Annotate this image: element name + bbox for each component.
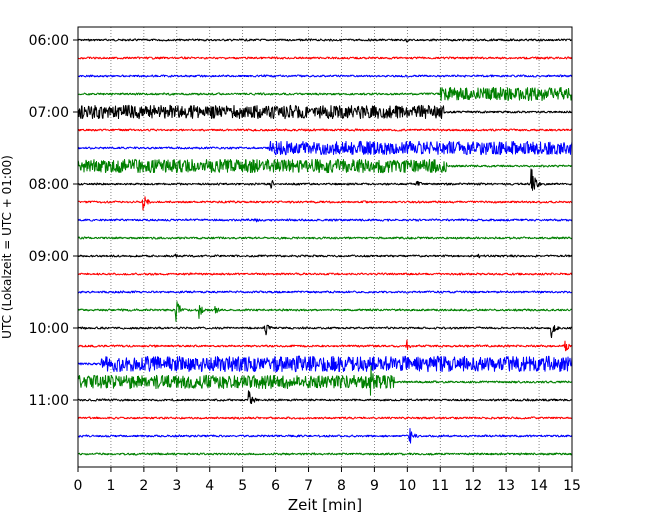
trace-1100: [77, 390, 573, 404]
trace-1000: [77, 324, 573, 338]
y-tick-label: 11:00: [29, 393, 69, 409]
trace-0900: [77, 253, 573, 259]
x-tick-label: 6: [271, 478, 280, 494]
y-tick-label: 09:00: [29, 249, 69, 265]
vertical-gridlines: [110, 27, 540, 467]
trace-1045: [77, 365, 573, 396]
plot-frame: [77, 26, 573, 468]
x-tick-label: 9: [370, 478, 379, 494]
trace-0745: [77, 158, 573, 174]
x-tick-label: 8: [337, 478, 346, 494]
x-tick-label: 14: [530, 478, 548, 494]
trace-1030: [77, 355, 573, 373]
trace-0830: [77, 218, 573, 223]
x-tick-label: 2: [139, 478, 148, 494]
x-tick-label: 3: [172, 478, 181, 494]
x-tick-label: 1: [106, 478, 115, 494]
trace-0600: [77, 38, 573, 43]
x-axis-ticks: 0 1 2 3 4 5 6 7 8 9 10 11 12 13 14 15: [74, 467, 581, 494]
trace-0845: [77, 236, 573, 240]
trace-0715: [77, 128, 573, 132]
trace-0730: [77, 140, 573, 156]
trace-0615: [77, 56, 573, 60]
y-tick-label: 10:00: [29, 321, 69, 337]
trace-0700: [77, 104, 573, 120]
x-tick-label: 4: [205, 478, 214, 494]
x-axis-label: Zeit [min]: [288, 496, 362, 514]
x-tick-label: 15: [563, 478, 581, 494]
trace-0815: [77, 196, 572, 211]
trace-0915: [77, 272, 573, 276]
x-tick-label: 11: [431, 478, 449, 494]
x-tick-label: 0: [74, 478, 83, 494]
y-tick-label: 08:00: [29, 177, 69, 193]
trace-1115: [77, 416, 573, 420]
y-axis-label: UTC (Lokalzeit = UTC + 01:00): [0, 155, 14, 339]
x-tick-label: 10: [398, 478, 416, 494]
trace-0800: [77, 168, 573, 191]
trace-0930: [77, 290, 573, 294]
trace-1130: [77, 428, 573, 444]
y-tick-label: 06:00: [29, 33, 69, 49]
y-tick-label: 07:00: [29, 105, 69, 121]
trace-1015: [77, 339, 573, 352]
trace-0630: [77, 74, 573, 78]
x-tick-label: 5: [238, 478, 247, 494]
trace-1145: [78, 452, 573, 456]
y-axis-ticks: 06:00 07:00 08:00 09:00 10:00 11:00: [29, 33, 78, 409]
trace-0645: [77, 86, 573, 102]
x-tick-label: 7: [304, 478, 313, 494]
trace-0945: [77, 301, 573, 322]
x-tick-label: 13: [497, 478, 515, 494]
x-tick-label: 12: [464, 478, 482, 494]
seismic-traces: [77, 38, 573, 456]
